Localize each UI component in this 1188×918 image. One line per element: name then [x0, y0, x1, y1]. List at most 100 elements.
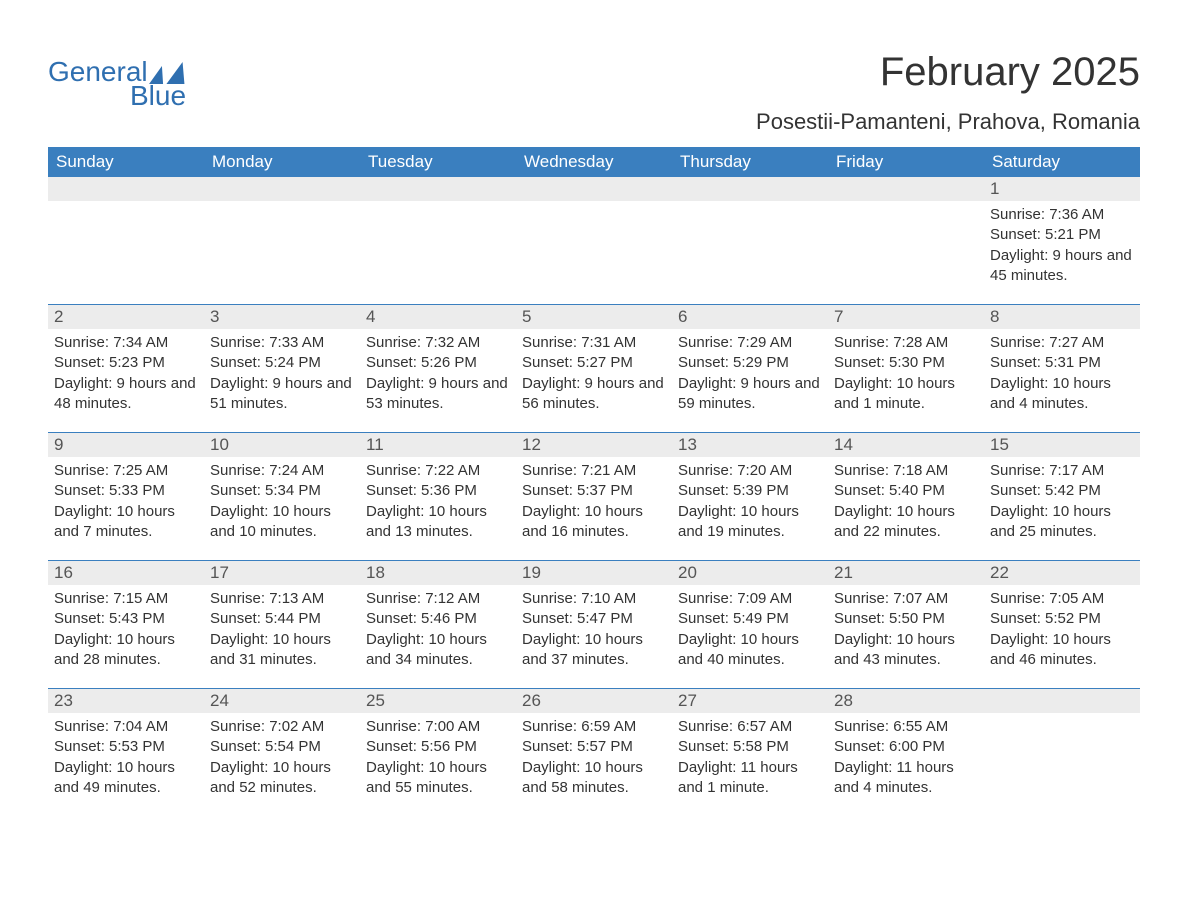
- sunset-text: Sunset: 5:58 PM: [678, 737, 822, 757]
- day-number-cell: 11: [360, 433, 516, 457]
- sunset-text: Sunset: 5:49 PM: [678, 609, 822, 629]
- day-data-row: Sunrise: 7:15 AMSunset: 5:43 PM Daylight:…: [48, 585, 1140, 688]
- logo: General Blue: [48, 50, 188, 112]
- sunrise-text: Sunrise: 6:55 AM: [834, 717, 978, 737]
- sunset-text: Sunset: 5:23 PM: [54, 353, 198, 373]
- sunset-text: Sunset: 5:37 PM: [522, 481, 666, 501]
- daylight-text: Daylight: 10 hours and 37 minutes.: [522, 630, 666, 671]
- day-data-cell: Sunrise: 7:32 AMSunset: 5:26 PMDaylight:…: [360, 329, 516, 432]
- sunset-text: Sunset: 5:34 PM: [210, 481, 354, 501]
- day-data-cell: Sunrise: 7:10 AMSunset: 5:47 PMDaylight:…: [516, 585, 672, 688]
- day-number-cell: 26: [516, 689, 672, 713]
- sunrise-text: Sunrise: 6:57 AM: [678, 717, 822, 737]
- day-data-cell: [204, 201, 360, 304]
- day-number-cell: 1: [984, 177, 1140, 201]
- sunrise-text: Sunrise: 7:21 AM: [522, 461, 666, 481]
- day-number-cell: 18: [360, 561, 516, 585]
- day-number-cell: 25: [360, 689, 516, 713]
- sunset-text: Sunset: 5:52 PM: [990, 609, 1134, 629]
- sunrise-text: Sunrise: 7:02 AM: [210, 717, 354, 737]
- calendar-body: 1 Sunrise: 7:36 AMSunset: 5:21 PMDayligh…: [48, 177, 1140, 816]
- location-text: Posestii-Pamanteni, Prahova, Romania: [756, 109, 1140, 135]
- sunrise-text: Sunrise: 7:05 AM: [990, 589, 1134, 609]
- day-data-row: Sunrise: 7:04 AMSunset: 5:53 PMDaylight:…: [48, 713, 1140, 816]
- day-data-cell: Sunrise: 7:36 AMSunset: 5:21 PMDaylight:…: [984, 201, 1140, 304]
- day-number-cell: [984, 689, 1140, 713]
- day-number-cell: 27: [672, 689, 828, 713]
- day-number-row: 9101112131415: [48, 433, 1140, 457]
- sunset-text: Sunset: 5:47 PM: [522, 609, 666, 629]
- day-number-cell: 20: [672, 561, 828, 585]
- day-number-cell: [48, 177, 204, 201]
- day-number-cell: [360, 177, 516, 201]
- day-header: Tuesday: [360, 147, 516, 177]
- sunset-text: Sunset: 5:21 PM: [990, 225, 1134, 245]
- sunset-text: Sunset: 5:24 PM: [210, 353, 354, 373]
- day-number-cell: 28: [828, 689, 984, 713]
- sunrise-text: Sunrise: 7:00 AM: [366, 717, 510, 737]
- daylight-text: Daylight: 9 hours and 59 minutes.: [678, 374, 822, 415]
- sunset-text: Sunset: 5:56 PM: [366, 737, 510, 757]
- day-number-cell: 5: [516, 305, 672, 329]
- day-number-cell: 9: [48, 433, 204, 457]
- day-data-cell: Sunrise: 7:25 AMSunset: 5:33 PMDaylight:…: [48, 457, 204, 560]
- sunrise-text: Sunrise: 7:18 AM: [834, 461, 978, 481]
- day-data-row: Sunrise: 7:34 AMSunset: 5:23 PM Daylight:…: [48, 329, 1140, 432]
- day-data-cell: Sunrise: 7:15 AMSunset: 5:43 PMDaylight:…: [48, 585, 204, 688]
- day-data-cell: Sunrise: 7:24 AMSunset: 5:34 PMDaylight:…: [204, 457, 360, 560]
- day-data-cell: Sunrise: 7:07 AMSunset: 5:50 PMDaylight:…: [828, 585, 984, 688]
- sunrise-text: Sunrise: 7:34 AM: [54, 333, 198, 353]
- sunrise-text: Sunrise: 7:29 AM: [678, 333, 822, 353]
- daylight-text: Daylight: 10 hours and 46 minutes.: [990, 630, 1134, 671]
- day-data-cell: Sunrise: 7:09 AMSunset: 5:49 PMDaylight:…: [672, 585, 828, 688]
- sunset-text: Sunset: 5:40 PM: [834, 481, 978, 501]
- sunset-text: Sunset: 5:43 PM: [54, 609, 198, 629]
- day-number-cell: [204, 177, 360, 201]
- day-data-cell: [360, 201, 516, 304]
- day-data-cell: Sunrise: 7:13 AMSunset: 5:44 PMDaylight:…: [204, 585, 360, 688]
- sunset-text: Sunset: 5:33 PM: [54, 481, 198, 501]
- sunrise-text: Sunrise: 7:32 AM: [366, 333, 510, 353]
- sunrise-text: Sunrise: 7:25 AM: [54, 461, 198, 481]
- month-title: February 2025: [756, 50, 1140, 95]
- sunset-text: Sunset: 5:30 PM: [834, 353, 978, 373]
- sunrise-text: Sunrise: 7:31 AM: [522, 333, 666, 353]
- sunrise-text: Sunrise: 7:15 AM: [54, 589, 198, 609]
- daylight-text: Daylight: 10 hours and 25 minutes.: [990, 502, 1134, 543]
- day-number-cell: 22: [984, 561, 1140, 585]
- sunrise-text: Sunrise: 7:20 AM: [678, 461, 822, 481]
- day-number-cell: 4: [360, 305, 516, 329]
- sunrise-text: Sunrise: 7:17 AM: [990, 461, 1134, 481]
- sunset-text: Sunset: 5:39 PM: [678, 481, 822, 501]
- sunrise-text: Sunrise: 7:36 AM: [990, 205, 1134, 225]
- day-number-row: 1: [48, 177, 1140, 201]
- daylight-text: Daylight: 10 hours and 40 minutes.: [678, 630, 822, 671]
- day-data-cell: Sunrise: 6:55 AMSunset: 6:00 PMDaylight:…: [828, 713, 984, 816]
- day-number-cell: 19: [516, 561, 672, 585]
- day-data-cell: Sunrise: 7:34 AMSunset: 5:23 PMDaylight:…: [48, 329, 204, 432]
- sunrise-text: Sunrise: 7:04 AM: [54, 717, 198, 737]
- day-data-cell: Sunrise: 7:33 AMSunset: 5:24 PMDaylight:…: [204, 329, 360, 432]
- day-number-row: 16171819202122: [48, 561, 1140, 585]
- day-header: Wednesday: [516, 147, 672, 177]
- sunset-text: Sunset: 5:29 PM: [678, 353, 822, 373]
- day-number-cell: [516, 177, 672, 201]
- day-data-cell: [48, 201, 204, 304]
- day-data-cell: Sunrise: 7:12 AMSunset: 5:46 PMDaylight:…: [360, 585, 516, 688]
- daylight-text: Daylight: 10 hours and 31 minutes.: [210, 630, 354, 671]
- day-header: Friday: [828, 147, 984, 177]
- day-header: Sunday: [48, 147, 204, 177]
- day-header-row: Sunday Monday Tuesday Wednesday Thursday…: [48, 147, 1140, 177]
- title-block: February 2025 Posestii-Pamanteni, Prahov…: [756, 50, 1140, 135]
- sunset-text: Sunset: 5:36 PM: [366, 481, 510, 501]
- sunset-text: Sunset: 5:31 PM: [990, 353, 1134, 373]
- sunset-text: Sunset: 5:53 PM: [54, 737, 198, 757]
- day-number-cell: 13: [672, 433, 828, 457]
- sunrise-text: Sunrise: 7:09 AM: [678, 589, 822, 609]
- day-data-cell: Sunrise: 7:27 AMSunset: 5:31 PMDaylight:…: [984, 329, 1140, 432]
- day-data-cell: Sunrise: 7:29 AMSunset: 5:29 PMDaylight:…: [672, 329, 828, 432]
- day-data-cell: Sunrise: 7:20 AMSunset: 5:39 PMDaylight:…: [672, 457, 828, 560]
- day-number-cell: 24: [204, 689, 360, 713]
- day-data-cell: Sunrise: 6:57 AMSunset: 5:58 PMDaylight:…: [672, 713, 828, 816]
- day-data-row: Sunrise: 7:36 AMSunset: 5:21 PMDaylight:…: [48, 201, 1140, 304]
